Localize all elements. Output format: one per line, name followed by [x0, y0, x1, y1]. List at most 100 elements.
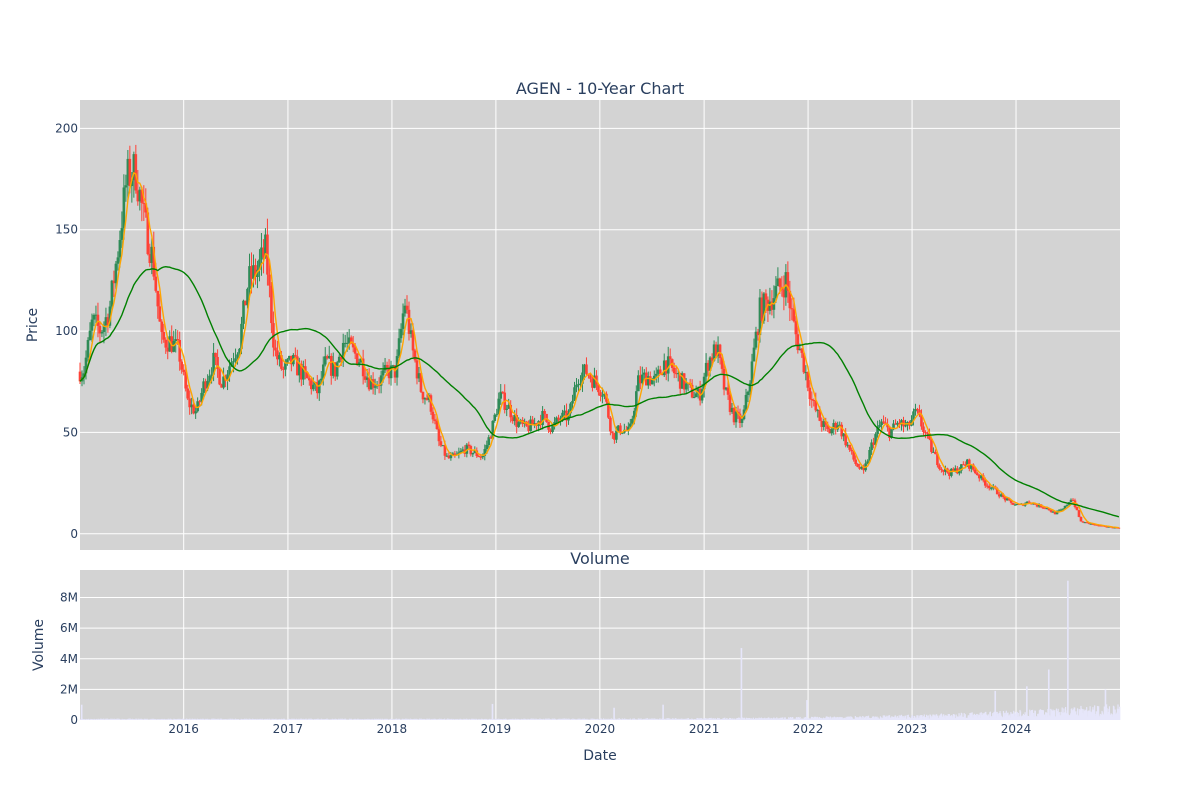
candle-body — [176, 339, 180, 341]
candle-body — [385, 364, 389, 368]
candle-body — [325, 356, 329, 359]
candle-body — [838, 424, 842, 426]
volume-bar — [989, 711, 991, 720]
candle-body — [702, 376, 706, 390]
candle-body — [878, 425, 881, 427]
volume-bar — [344, 718, 347, 720]
volume-bar — [778, 717, 780, 720]
volume-bar — [586, 718, 588, 720]
candle-body — [274, 347, 277, 351]
candle-body — [870, 442, 873, 451]
candle-body — [156, 290, 160, 307]
volume-bar — [124, 719, 126, 720]
volume-bar — [291, 718, 293, 720]
candle-body — [650, 378, 654, 385]
volume-bar — [95, 718, 98, 720]
candle-body — [613, 433, 616, 440]
candle-body — [188, 398, 191, 408]
candle-body — [154, 276, 158, 291]
candle-body — [866, 461, 869, 464]
volume-bar — [1094, 705, 1096, 720]
candle-body — [1069, 499, 1073, 503]
candle-body — [168, 336, 172, 352]
volume-bar — [835, 717, 837, 720]
candle-body — [228, 366, 231, 375]
candle-body — [738, 413, 742, 423]
candle-body — [964, 464, 967, 466]
candle-body — [246, 288, 249, 306]
volume-bar — [469, 719, 471, 720]
candle-body — [296, 356, 299, 376]
candle-body — [1027, 501, 1031, 503]
candle-body — [349, 337, 353, 344]
volume-bar — [111, 718, 114, 720]
price-y-tick-label: 0 — [70, 527, 78, 541]
volume-bar — [269, 718, 271, 720]
candle-body — [1079, 516, 1083, 522]
candle-body — [517, 422, 520, 427]
candle-body — [459, 450, 463, 453]
candle-body — [166, 347, 170, 352]
volume-bar — [799, 716, 801, 720]
candle-body — [369, 379, 373, 390]
candle-body — [473, 450, 477, 453]
candle-body — [276, 350, 279, 360]
volume-spike-bar — [662, 704, 664, 720]
volume-bar — [865, 715, 867, 720]
candle-body — [868, 450, 871, 462]
candle-body — [359, 358, 363, 363]
volume-bar — [205, 718, 207, 720]
candle-body — [347, 337, 351, 343]
candle-body — [764, 293, 768, 300]
volume-bar — [267, 718, 269, 720]
candle-body — [331, 362, 335, 376]
candle-body — [413, 350, 417, 361]
volume-bar — [775, 718, 777, 720]
volume-bar — [726, 718, 728, 720]
volume-bar — [948, 714, 950, 720]
candle-body — [248, 266, 251, 289]
candle-body — [218, 368, 221, 385]
candle-body — [120, 228, 124, 241]
candle-body — [96, 314, 100, 326]
candle-body — [672, 367, 676, 374]
candle-body — [652, 375, 656, 379]
candle-body — [746, 391, 750, 395]
candle-body — [100, 331, 104, 334]
candle-body — [84, 357, 88, 374]
candle-body — [999, 494, 1003, 497]
x-tick-label: 2023 — [897, 722, 928, 736]
volume-bar — [900, 714, 903, 720]
volume-bar — [256, 718, 258, 720]
candle-body — [981, 475, 985, 481]
candle-body — [1059, 509, 1063, 511]
volume-y-ticks: 0 2M 4M 6M 8M — [60, 591, 78, 727]
volume-bar — [652, 718, 654, 720]
candle-body — [973, 469, 977, 474]
candle-body — [970, 464, 973, 469]
candle-body — [850, 449, 853, 452]
volume-bar — [607, 718, 609, 720]
volume-bar — [246, 719, 249, 720]
volume-spike-bar — [1026, 686, 1028, 720]
candle-body — [979, 475, 983, 479]
candle-body — [898, 422, 901, 425]
candle-body — [728, 394, 732, 412]
volume-bar — [449, 719, 451, 720]
candle-body — [160, 321, 164, 332]
volume-bar — [610, 718, 613, 720]
volume-bar — [810, 716, 813, 720]
candle-body — [475, 450, 479, 456]
candle-body — [948, 472, 951, 476]
candle-body — [184, 371, 187, 389]
candle-body — [461, 449, 465, 451]
candle-body — [924, 432, 927, 434]
volume-bar — [762, 718, 764, 720]
volume-bar — [944, 715, 946, 720]
volume-bar — [710, 717, 712, 720]
candle-body — [633, 410, 636, 419]
candle-body — [242, 300, 245, 324]
candle-body — [573, 387, 576, 401]
volume-axis-title: Volume — [31, 619, 47, 671]
candle-body — [832, 423, 836, 430]
